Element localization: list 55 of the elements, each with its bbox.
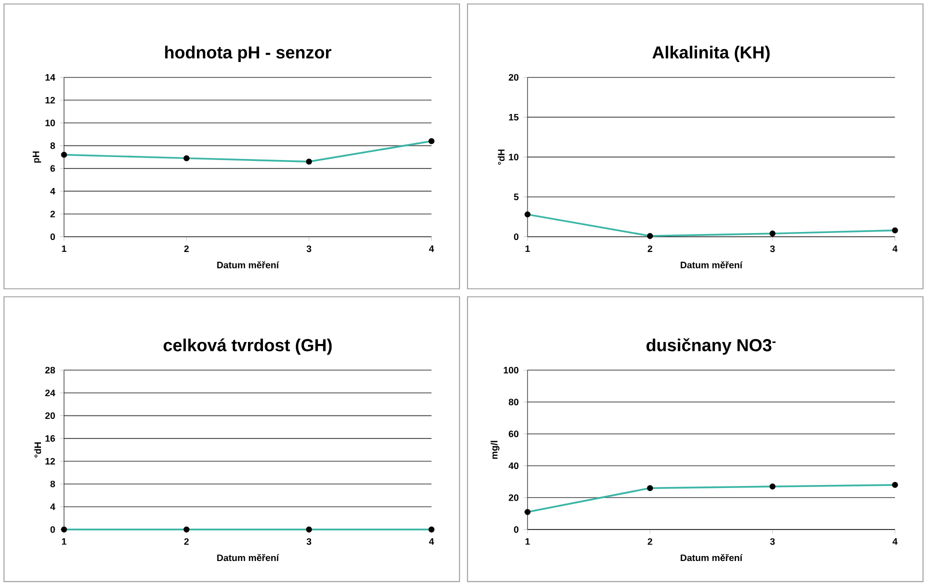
x-tick-label: 2 (184, 246, 189, 252)
x-tick-label: 1 (526, 538, 530, 545)
y-tick-label: 80 (508, 398, 518, 406)
x-tick-label: 4 (892, 538, 898, 545)
chart-title: dusičnany NO3$^{-}$ (646, 338, 776, 355)
x-axis-title: Datum měření (680, 554, 743, 562)
y-tick-label: 8 (50, 142, 56, 150)
y-tick-label: 12 (46, 97, 55, 104)
y-tick-label: 20 (45, 412, 55, 420)
x-tick-label: 3 (306, 538, 312, 546)
x-tick-label: 3 (306, 246, 312, 252)
y-tick-label: 10 (509, 154, 518, 161)
x-tick-label: 4 (429, 246, 434, 252)
x-axis-title: Datum měření (680, 261, 743, 269)
y-tick-label: 0 (50, 234, 55, 240)
y-tick-label: 2 (50, 210, 55, 218)
x-tick-label: 1 (526, 246, 530, 252)
y-tick-label: 8 (50, 480, 56, 488)
y-tick-label: 16 (46, 435, 55, 442)
x-tick-label: 1 (62, 538, 66, 545)
x-tick-label: 3 (770, 246, 775, 252)
y-tick-label: 28 (45, 367, 56, 374)
y-tick-label: 60 (508, 430, 518, 438)
x-tick-label: 1 (62, 246, 66, 252)
y-tick-label: 6 (50, 165, 55, 172)
x-tick-label: 4 (429, 538, 434, 545)
chart-title: hodnota pH - senzor (165, 46, 332, 62)
y-axis-title: °dH (34, 442, 42, 458)
chart-title: celková tvrdost (GH) (164, 338, 332, 355)
x-tick-label: 4 (892, 246, 898, 252)
chart-title: Alkalinita (KH) (652, 46, 770, 62)
y-tick-label: 0 (514, 526, 518, 534)
y-tick-label: 15 (509, 114, 519, 121)
y-axis-title: mg/l (490, 441, 500, 460)
y-tick-label: 10 (46, 120, 55, 126)
y-tick-label: 40 (508, 462, 518, 470)
y-tick-label: 0 (50, 526, 55, 534)
x-tick-label: 2 (648, 246, 652, 252)
x-tick-label: 2 (648, 538, 652, 545)
y-tick-label: 20 (508, 74, 518, 81)
y-tick-label: 4 (50, 504, 56, 510)
y-tick-label: 14 (46, 74, 56, 81)
x-axis-title: Datum měření (217, 554, 280, 562)
x-tick-label: 3 (770, 538, 775, 546)
y-tick-label: 5 (514, 194, 519, 200)
y-tick-label: 4 (50, 188, 56, 195)
y-axis-title: pH (32, 152, 42, 163)
x-tick-label: 2 (184, 538, 189, 545)
y-tick-label: 0 (514, 234, 518, 240)
y-axis-title: °dH (498, 150, 505, 165)
x-axis-title: Datum měření (217, 261, 280, 269)
y-tick-label: 100 (504, 367, 518, 374)
y-tick-label: 24 (45, 390, 56, 396)
y-tick-label: 20 (508, 494, 518, 502)
y-tick-label: 12 (46, 458, 55, 465)
